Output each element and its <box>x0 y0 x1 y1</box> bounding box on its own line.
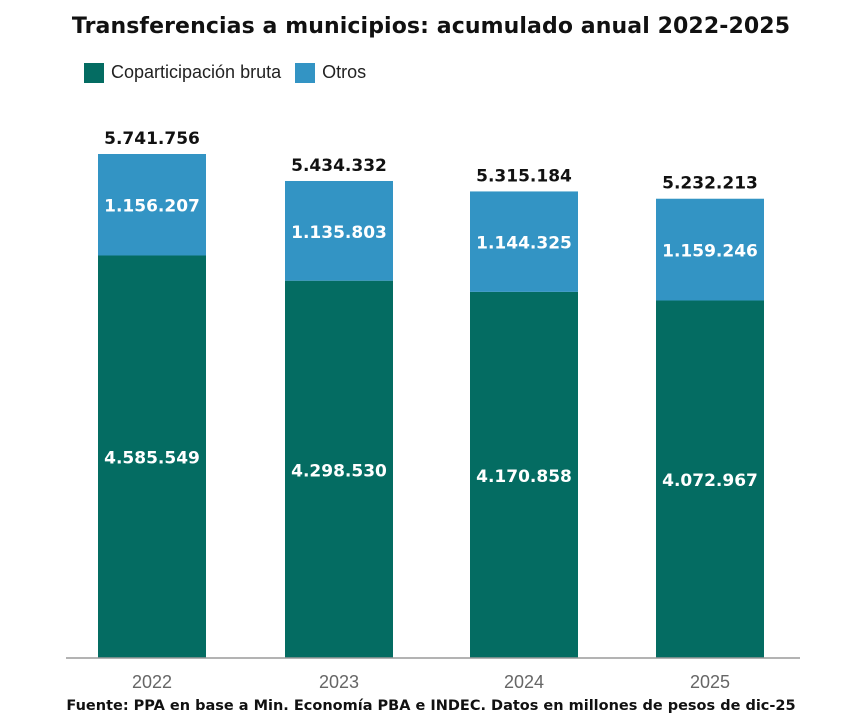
legend-label-coparticipacion: Coparticipación bruta <box>111 62 282 82</box>
legend-item-coparticipacion: Coparticipación bruta <box>84 62 281 83</box>
x-tick-label-2023: 2023 <box>319 672 359 692</box>
data-label-coparticipacion-2023: 4.298.530 <box>291 461 387 481</box>
bar-otros-2024 <box>470 191 578 292</box>
total-label-2023: 5.434.332 <box>291 156 387 176</box>
bar-otros-2023 <box>285 180 393 281</box>
bar-coparticipacion-2024 <box>470 291 578 658</box>
total-label-2022: 5.741.756 <box>104 129 200 149</box>
data-label-coparticipacion-2024: 4.170.858 <box>476 467 572 487</box>
data-label-otros-2022: 1.156.207 <box>104 197 200 217</box>
data-label-otros-2025: 1.159.246 <box>662 242 758 262</box>
data-label-coparticipacion-2025: 4.072.967 <box>662 471 758 491</box>
bar-coparticipacion-2022 <box>98 255 206 658</box>
legend-label-otros: Otros <box>322 62 367 82</box>
data-label-otros-2024: 1.144.325 <box>476 234 572 254</box>
bar-otros-2025 <box>656 198 764 301</box>
chart-title: Transferencias a municipios: acumulado a… <box>71 14 791 39</box>
x-tick-label-2022: 2022 <box>132 672 172 692</box>
total-label-2024: 5.315.184 <box>476 166 572 186</box>
bar-coparticipacion-2025 <box>656 300 764 658</box>
legend-swatch-coparticipacion <box>84 62 104 83</box>
legend-swatch-otros <box>295 62 316 83</box>
source-note: Fuente: PPA en base a Min. Economía PBA … <box>66 698 796 714</box>
data-label-coparticipacion-2022: 4.585.549 <box>104 449 200 469</box>
bar-otros-2022 <box>98 154 206 256</box>
x-tick-label-2025: 2025 <box>690 672 730 692</box>
data-label-otros-2023: 1.135.803 <box>291 223 387 243</box>
bar-coparticipacion-2023 <box>285 280 393 658</box>
legend: Coparticipación bruta Otros <box>84 62 380 83</box>
legend-item-otros: Otros <box>295 62 366 83</box>
x-tick-label-2024: 2024 <box>504 672 544 692</box>
total-label-2025: 5.232.213 <box>662 174 758 194</box>
